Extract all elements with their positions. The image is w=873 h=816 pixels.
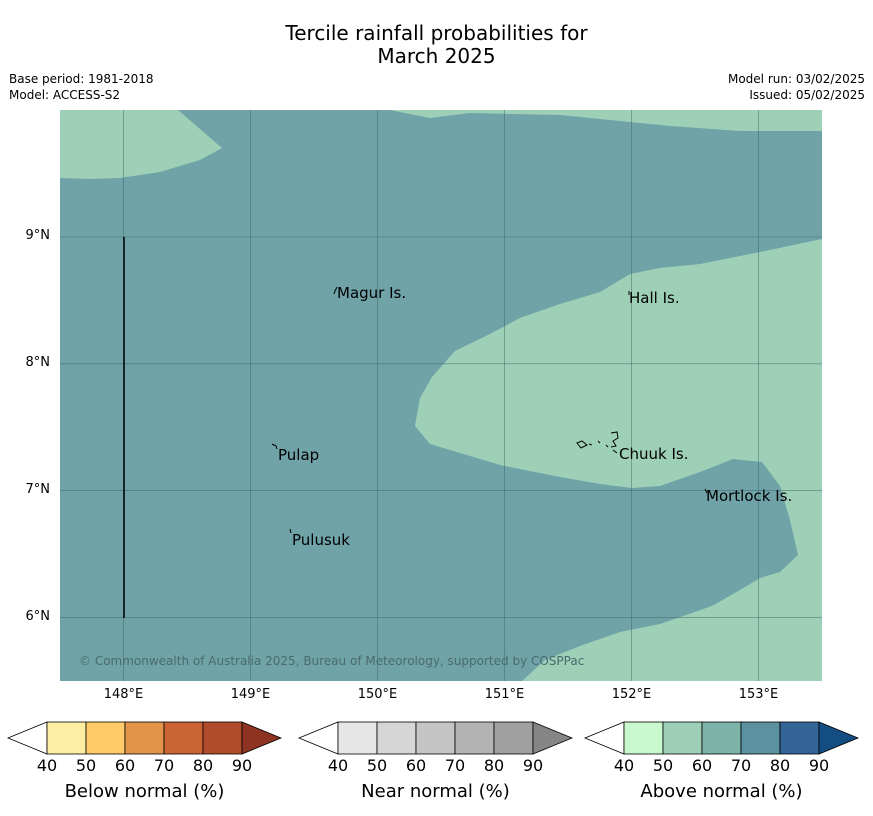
- colorbar-max-extension: [532, 721, 574, 755]
- latitude-label: 9°N: [25, 227, 51, 243]
- pulap-island-shape: [271, 443, 278, 450]
- place-hall: Hall Is.: [629, 289, 680, 307]
- colorbar-segment: [124, 721, 165, 755]
- colorbar-segment: [454, 721, 495, 755]
- colorbar-tick-label: 40: [327, 756, 349, 775]
- longitude-label: 150°E: [357, 687, 398, 702]
- magur-island-shape: [333, 286, 338, 295]
- mortlock-island-shape: [704, 488, 708, 494]
- map-title: Tercile rainfall probabilities for March…: [0, 22, 873, 68]
- colorbar-tick-label: 40: [36, 756, 58, 775]
- colorbar-title: Above normal (%): [640, 781, 803, 802]
- colorbar-tick-label: 80: [192, 756, 214, 775]
- colorbar-segment: [662, 721, 703, 755]
- place-pulap: Pulap: [278, 446, 320, 464]
- colorbar-segment: [493, 721, 534, 755]
- colorbar-segment: [85, 721, 126, 755]
- region-above-60-east: [415, 239, 822, 681]
- model-run: Model run: 03/02/2025: [727, 72, 865, 86]
- longitude-label: 148°E: [103, 687, 144, 702]
- longitude-label: 153°E: [738, 687, 779, 702]
- place-mortlock: Mortlock Is.: [706, 487, 793, 505]
- colorbar-segment: [701, 721, 742, 755]
- colorbar-max-extension: [818, 721, 860, 755]
- colorbar-tick-label: 50: [652, 756, 674, 775]
- colorbar-tick-label: 90: [231, 756, 253, 775]
- meta-right: Model run: 03/02/2025 Issued: 05/02/2025: [728, 71, 865, 103]
- longitude-label: 151°E: [484, 687, 525, 702]
- colorbar-tick-label: 60: [405, 756, 427, 775]
- title-line-1: Tercile rainfall probabilities for: [285, 21, 588, 45]
- latitude-label: 7°N: [25, 481, 51, 497]
- colorbar-tick-label: 80: [769, 756, 791, 775]
- issued-date: Issued: 05/02/2025: [749, 88, 865, 102]
- colorbar-min-extension: [583, 721, 625, 755]
- colorbar-segment: [415, 721, 456, 755]
- longitude-label: 152°E: [611, 687, 652, 702]
- title-line-2: March 2025: [377, 44, 496, 68]
- colorbar-tick-label: 50: [366, 756, 388, 775]
- colorbar-segment: [337, 721, 378, 755]
- colorbar-segment: [740, 721, 781, 755]
- colorbar-tick-label: 70: [153, 756, 175, 775]
- region-above-60-top-right: [390, 110, 822, 131]
- colorbars: [6, 721, 860, 755]
- colorbar-tick-label: 60: [114, 756, 136, 775]
- colorbar-min-extension: [6, 721, 48, 755]
- model-name: Model: ACCESS-S2: [9, 88, 121, 102]
- graticule: [60, 110, 822, 681]
- colorbar-tick-label: 40: [613, 756, 635, 775]
- colorbar-segment: [163, 721, 204, 755]
- latitude-label: 6°N: [25, 608, 51, 624]
- colorbar-segment: [779, 721, 820, 755]
- colorbar-max-extension: [241, 721, 283, 755]
- region-above-60-top-left: [60, 110, 222, 179]
- colorbar-tick-label: 70: [444, 756, 466, 775]
- latitude-label: 8°N: [25, 354, 51, 370]
- colorbar-segment: [202, 721, 243, 755]
- island-shapes: [271, 286, 708, 534]
- colorbar-tick-label: 50: [75, 756, 97, 775]
- colorbar-tick-label: 90: [522, 756, 544, 775]
- colorbar-segment: [46, 721, 87, 755]
- pulusuk-island-shape: [289, 528, 292, 534]
- colorbar-tick-label: 70: [730, 756, 752, 775]
- map-area: [60, 110, 822, 681]
- place-magur: Magur Is.: [337, 284, 407, 302]
- colorbar-title: Below normal (%): [64, 781, 225, 802]
- copyright-note: © Commonwealth of Australia 2025, Bureau…: [79, 654, 585, 668]
- longitude-label: 149°E: [230, 687, 271, 702]
- colorbar-min-extension: [297, 721, 339, 755]
- colorbar-segment: [623, 721, 664, 755]
- place-chuuk: Chuuk Is.: [619, 445, 689, 463]
- colorbar-tick-label: 80: [483, 756, 505, 775]
- colorbar-tick-label: 60: [691, 756, 713, 775]
- colorbar-title: Near normal (%): [361, 781, 510, 802]
- place-pulusuk: Pulusuk: [292, 531, 350, 549]
- colorbar-tick-label: 90: [808, 756, 830, 775]
- base-period: Base period: 1981-2018: [9, 72, 154, 86]
- chuuk-island-shapes: [576, 431, 619, 454]
- meta-left: Base period: 1981-2018 Model: ACCESS-S2: [9, 71, 154, 103]
- colorbar-segment: [376, 721, 417, 755]
